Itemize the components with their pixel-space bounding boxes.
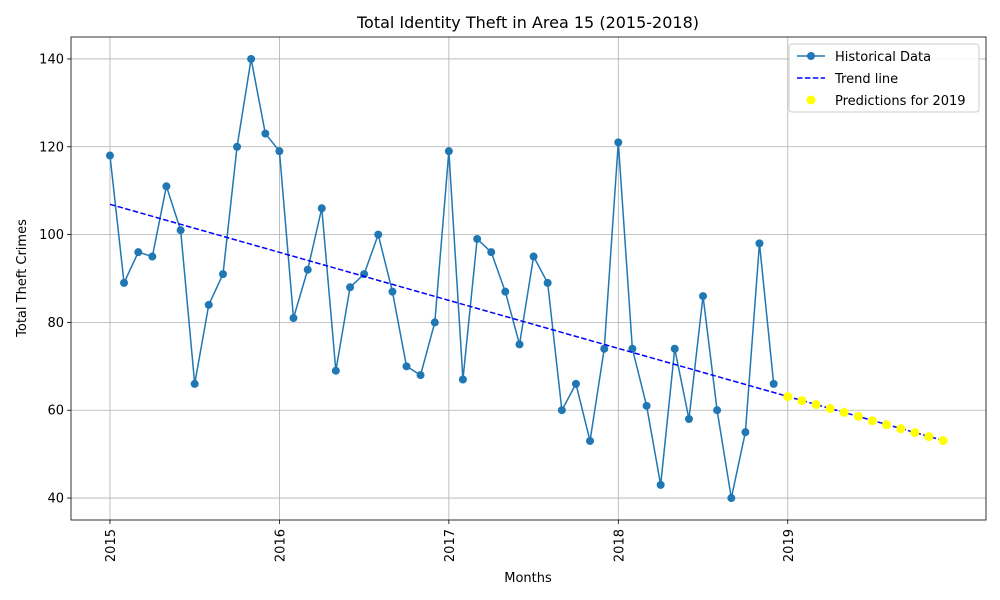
historical-point [430,318,439,327]
plot-frame [70,36,987,521]
chart-title: Total Identity Theft in Area 15 (2015-20… [356,13,699,32]
historical-point [600,344,609,353]
x-tick-label: 2017 [443,529,458,562]
legend: Historical Data Trend line Predictions for… [788,43,980,113]
y-tick-label: 140 [39,52,64,67]
y-tick-label: 100 [39,228,64,243]
historical-point [628,344,637,353]
prediction-point [797,396,807,406]
historical-point [190,379,199,388]
historical-point [656,480,665,489]
prediction-point [924,432,934,442]
x-axis-label: Months [504,571,552,586]
prediction-point [825,403,835,413]
historical-point [120,278,129,287]
historical-point [458,375,467,384]
prediction-point [938,436,948,446]
axes: 2015 2016 2017 2018 2019 40 60 80 100 120 140 [39,36,987,562]
legend-label: Historical Data [835,50,931,65]
historical-point [642,401,651,410]
historical-point [247,54,256,63]
y-tick-label: 80 [47,316,64,331]
prediction-point [867,416,877,426]
historical-point [275,147,284,156]
historical-point [699,292,708,301]
historical-point [684,415,693,424]
historical-point [374,230,383,239]
historical-point [261,129,270,138]
historical-point [303,265,312,274]
historical-point [204,300,213,309]
y-tick-label: 60 [47,404,64,419]
legend-label: Predictions for 2019 [835,94,966,109]
historical-point [769,379,778,388]
historical-point [233,142,242,151]
historical-point [727,494,736,503]
y-axis-label: Total Theft Crimes [15,219,30,338]
historical-line [109,58,775,499]
historical-point [713,406,722,415]
historical-point [473,234,482,243]
prediction-point [839,407,849,417]
historical-point [557,406,566,415]
historical-point [388,287,397,296]
historical-point [529,252,538,261]
historical-point [134,248,143,257]
y-tick-label: 120 [39,140,64,155]
legend-box [788,43,980,113]
historical-point [614,138,623,147]
prediction-point [853,411,863,421]
historical-point [501,287,510,296]
x-tick-label: 2018 [612,529,627,562]
x-tick-label: 2015 [104,529,119,562]
historical-point [670,344,679,353]
historical-point [444,147,453,156]
legend-marker-prediction [806,95,816,105]
prediction-point [783,392,793,402]
historical-point [515,340,524,349]
x-tick-label: 2016 [273,529,288,562]
prediction-point [882,420,892,430]
y-tick-label: 40 [47,492,64,507]
historical-point [289,314,298,323]
prediction-point [896,424,906,434]
historical-point [317,204,326,213]
prediction-point [910,428,920,438]
historical-point [105,151,114,160]
legend-marker-historical [807,52,815,60]
historical-point [586,436,595,445]
prediction-point [811,400,821,410]
historical-point [346,283,355,292]
series-layer [105,54,948,503]
historical-point [487,248,496,257]
historical-point [162,182,171,191]
historical-point [571,379,580,388]
historical-point [148,252,157,261]
historical-point [416,371,425,380]
historical-point [543,278,552,287]
historical-point [402,362,411,371]
historical-point [755,239,764,248]
historical-point [176,226,185,235]
x-tick-label: 2019 [782,529,797,562]
historical-point [218,270,227,279]
historical-point [331,366,340,375]
legend-label: Trend line [834,72,898,87]
historical-point [741,428,750,437]
